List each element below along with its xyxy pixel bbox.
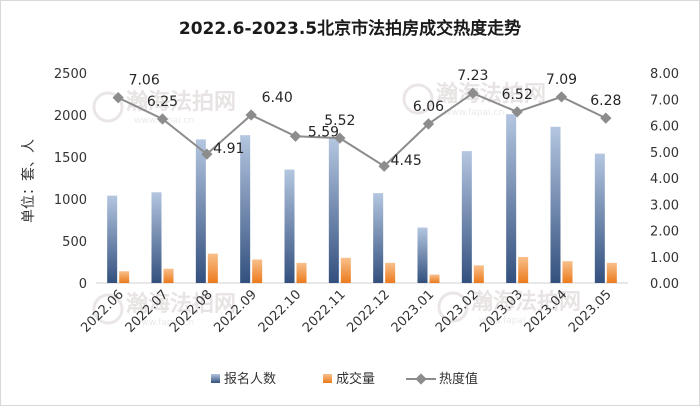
right-tick-label: 2.00 [650,225,679,240]
bar-transactions [207,253,218,283]
heat-data-label: 4.45 [391,153,422,169]
heat-line [117,92,607,168]
bar-applicants [240,135,251,283]
watermark-logo [92,91,124,123]
legend: 报名人数 成交量 热度值 [211,371,478,387]
heat-data-label: 4.91 [213,141,244,157]
bar-applicants [417,227,428,283]
bar-applicants [328,138,339,283]
x-tick-label: 2022.10 [256,287,305,336]
chart-title: 2022.6-2023.5北京市法拍房成交热度走势 [179,18,521,39]
x-tick-label: 2022.11 [300,287,349,336]
x-tick-label: 2022.12 [344,287,393,336]
legend-swatch-applicants [211,374,220,383]
legend-label-transactions: 成交量 [336,371,375,387]
right-tick-label: 7.00 [650,93,679,108]
watermark-text: 瀚海法拍网 [126,291,236,317]
bar-applicants [506,114,517,283]
watermark-logo [92,293,124,325]
bar-transactions [385,262,396,283]
legend-label-applicants: 报名人数 [224,371,276,387]
right-tick-label: 4.00 [650,172,679,187]
watermark-logo [437,291,469,323]
heat-point [555,91,568,103]
watermark-text: 瀚海法拍网 [436,81,546,107]
heat-data-label: 5.59 [308,124,339,140]
bar-transactions [163,268,174,283]
heat-point [334,132,346,144]
bar-applicants [195,139,206,283]
bar-applicants [461,151,472,283]
heat-point [201,148,213,160]
heat-point [378,160,390,172]
line-series: 7.06 6.25 4.91 6.40 5.595.52 4.45 6.06 7.23 6.52… [112,68,621,172]
heat-data-label: 6.40 [262,90,293,106]
legend-swatch-transactions [323,374,332,383]
bar-applicants [373,193,384,283]
legend-marker-heat [415,373,427,385]
bar-applicants [594,153,605,283]
left-tick-label: 500 [62,235,87,250]
bar-transactions [562,261,573,283]
watermark-text: 瀚海法拍网 [471,289,581,315]
heat-data-label: 7.06 [129,73,160,89]
heat-point [600,112,612,124]
bar-transactions [473,265,484,283]
heat-point [289,130,302,142]
right-tick-label: 3.00 [650,198,679,213]
left-tick-label: 1000 [54,193,87,208]
heat-data-label: 6.25 [147,94,178,110]
left-tick-label: 1500 [54,151,87,166]
heat-data-label: 6.28 [590,93,621,109]
left-axis-ticks: 0 500 1000 1500 2000 2500 [54,67,87,292]
bar-series [107,114,617,283]
bar-transactions [606,262,617,283]
watermark-logo [402,83,434,115]
heat-data-label: 6.06 [413,99,444,115]
watermark-url: www.fapai.cn [134,318,194,328]
right-tick-label: 1.00 [650,251,679,266]
bar-applicants [107,195,118,283]
watermark-url: www.fapai.cn [479,316,539,326]
right-axis-ticks: 0.00 1.00 2.00 3.00 4.00 5.00 6.00 7.00 8.00 [650,67,679,292]
right-tick-label: 8.00 [650,67,679,82]
bar-transactions [429,274,440,283]
bar-applicants [550,126,561,283]
watermark-text: 瀚海法拍网 [126,89,236,115]
bar-applicants [284,169,295,283]
heat-data-label: 5.52 [324,113,355,129]
heat-data-label: 7.23 [457,68,488,84]
right-tick-label: 6.00 [650,120,679,135]
left-tick-label: 2000 [54,109,87,124]
left-tick-label: 2500 [54,67,87,82]
heat-data-label: 7.09 [546,72,577,88]
bar-transactions [518,256,529,283]
bar-transactions [296,262,307,283]
heat-data-label: 6.52 [502,87,533,103]
x-tick-label: 2023.01 [389,287,438,336]
bar-applicants [151,192,162,283]
watermark-url: www.fapai.cn [444,108,504,118]
left-tick-label: 0 [79,277,87,292]
bar-transactions [252,259,263,283]
bar-transactions [340,257,351,283]
y-axis-label: 单位：套、人 [21,139,37,223]
right-tick-label: 0.00 [650,277,679,292]
right-tick-label: 5.00 [650,146,679,161]
bar-transactions [119,271,130,283]
legend-label-heat: 热度值 [439,371,478,387]
